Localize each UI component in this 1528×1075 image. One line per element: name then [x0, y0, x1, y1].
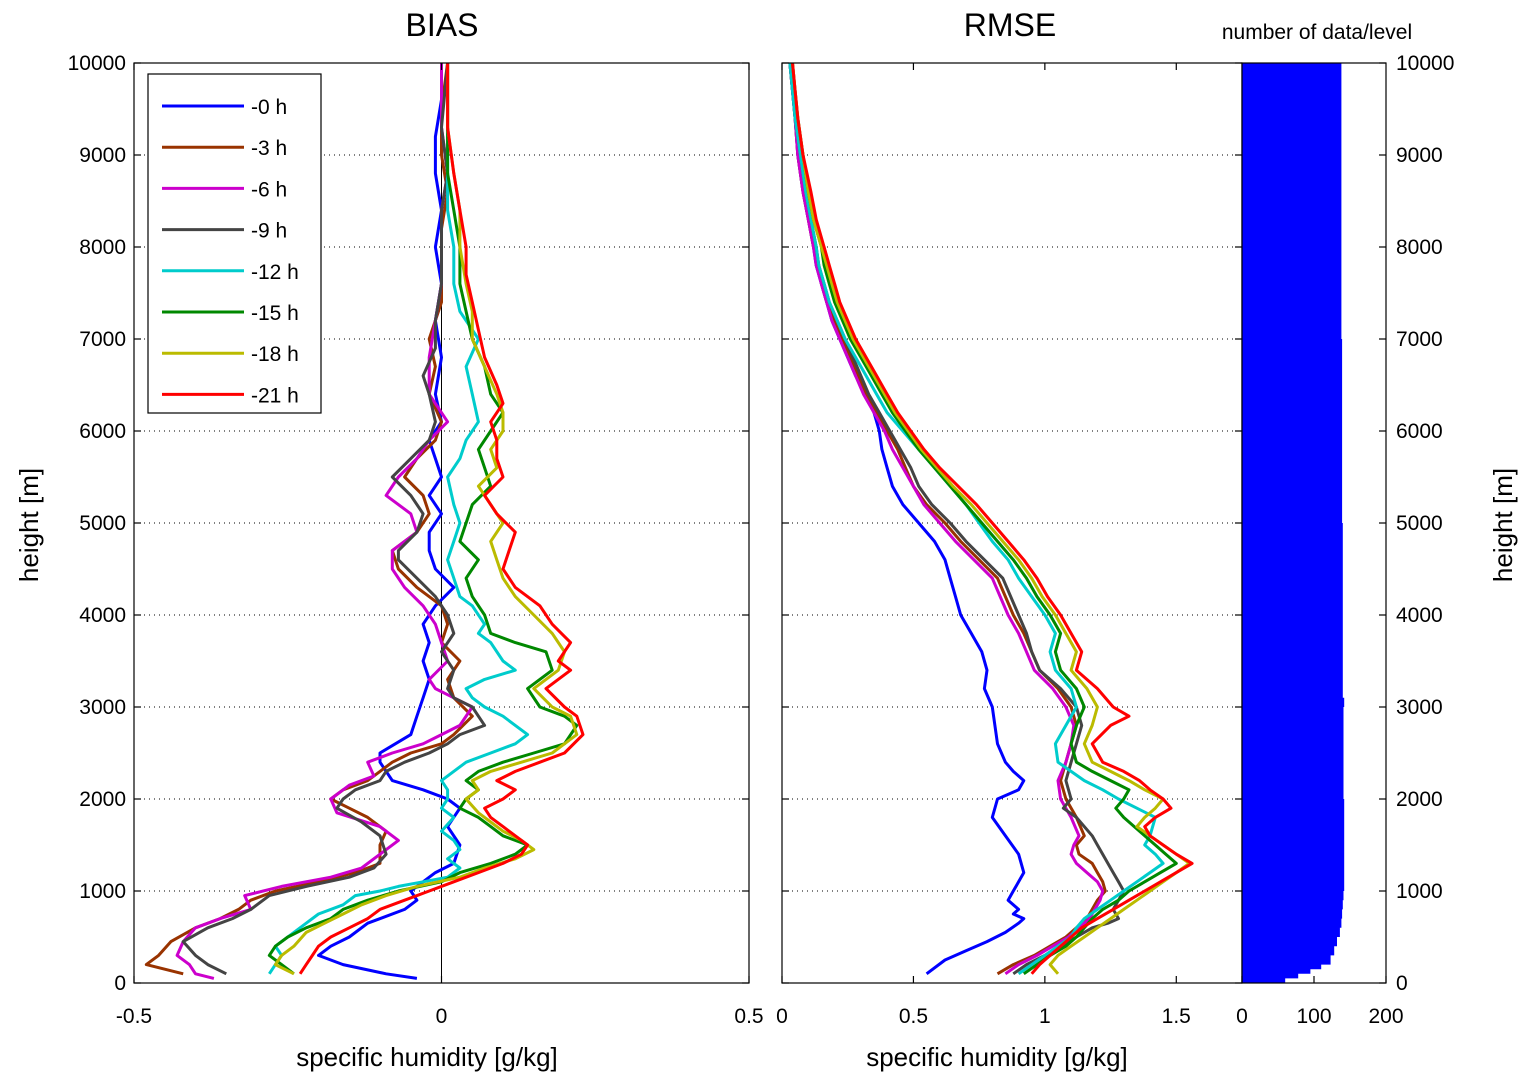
- legend-label: -0 h: [251, 96, 287, 119]
- series-line: [298, 63, 585, 975]
- series-line: [791, 62, 1178, 976]
- legend-label: -12 h: [251, 261, 299, 284]
- series-line: [788, 62, 1105, 976]
- y-tick-label: 9000: [79, 144, 126, 167]
- left-ylabel: height [m]: [14, 468, 44, 582]
- y-tick-label: 8000: [1396, 236, 1443, 259]
- x-tick-label: 1.5: [1162, 1005, 1191, 1028]
- x-tick-label: 0.5: [899, 1005, 928, 1028]
- x-tick-label: 0: [1236, 1005, 1248, 1028]
- y-tick-label: 1000: [1396, 880, 1443, 903]
- legend-label: -21 h: [251, 384, 299, 407]
- legend-label: -6 h: [251, 178, 287, 201]
- legend-label: -3 h: [251, 137, 287, 160]
- series-line: [273, 63, 579, 976]
- legend-box: [147, 73, 322, 414]
- x-tick-label: 0.5: [734, 1005, 763, 1028]
- y-tick-label: 2000: [79, 788, 126, 811]
- series-line: [791, 62, 1194, 975]
- y-tick-label: 10000: [1396, 52, 1454, 75]
- x-tick-label: 1: [1039, 1005, 1051, 1028]
- series-line: [788, 62, 1165, 976]
- y-tick-label: 3000: [79, 696, 126, 719]
- x-tick-label: 100: [1296, 1005, 1331, 1028]
- y-tick-label: 6000: [1396, 420, 1443, 443]
- y-tick-label: 4000: [1396, 604, 1443, 627]
- y-tick-label: 1000: [79, 880, 126, 903]
- rmse-panel: 0 0.5 1 1.5: [776, 62, 1243, 1028]
- bias-xlabel: specific humidity [g/kg]: [296, 1042, 558, 1072]
- y-tick-label: 0: [1396, 972, 1408, 995]
- legend-label: -15 h: [251, 302, 299, 325]
- rmse-title: RMSE: [964, 7, 1056, 43]
- y-tick-label: 2000: [1396, 788, 1443, 811]
- legend: -0 h -3 h -6 h -9 h -12 h -15 h -18 h -21 h: [147, 73, 322, 414]
- bias-title: BIAS: [406, 7, 479, 43]
- legend-label: -9 h: [251, 220, 287, 243]
- rmse-xlabel: specific humidity [g/kg]: [866, 1042, 1128, 1072]
- y-tick-label: 4000: [79, 604, 126, 627]
- y-tick-label: 0: [114, 972, 126, 995]
- y-tick-label: 8000: [79, 236, 126, 259]
- bias-panel: 0 1000 2000 3000 4000 5000 6000 7000 8000 9000 100…: [68, 52, 764, 1028]
- x-tick-label: 0: [436, 1005, 448, 1028]
- series-line: [791, 62, 1191, 975]
- series-line: [268, 63, 530, 975]
- count-title: number of data/level: [1222, 21, 1412, 44]
- y-tick-label: 7000: [1396, 328, 1443, 351]
- legend-label: -18 h: [251, 343, 299, 366]
- y-tick-label: 10000: [68, 52, 126, 75]
- right-ylabel: height [m]: [1488, 468, 1518, 582]
- y-tick-label: 3000: [1396, 696, 1443, 719]
- y-tick-label: 6000: [79, 420, 126, 443]
- x-tick-label: 200: [1368, 1005, 1403, 1028]
- y-tick-label: 5000: [1396, 512, 1443, 535]
- y-tick-label: 7000: [79, 328, 126, 351]
- series-line: [317, 63, 462, 980]
- count-bars: [1242, 63, 1345, 983]
- y-tick-label: 9000: [1396, 144, 1443, 167]
- count-panel: 0100020003000400050006000700080009000100…: [1236, 52, 1454, 1028]
- series-line: [181, 62, 487, 976]
- series-line: [788, 62, 1126, 976]
- x-tick-label: 0: [776, 1005, 788, 1028]
- x-tick-label: -0.5: [116, 1005, 152, 1028]
- y-tick-label: 5000: [79, 512, 126, 535]
